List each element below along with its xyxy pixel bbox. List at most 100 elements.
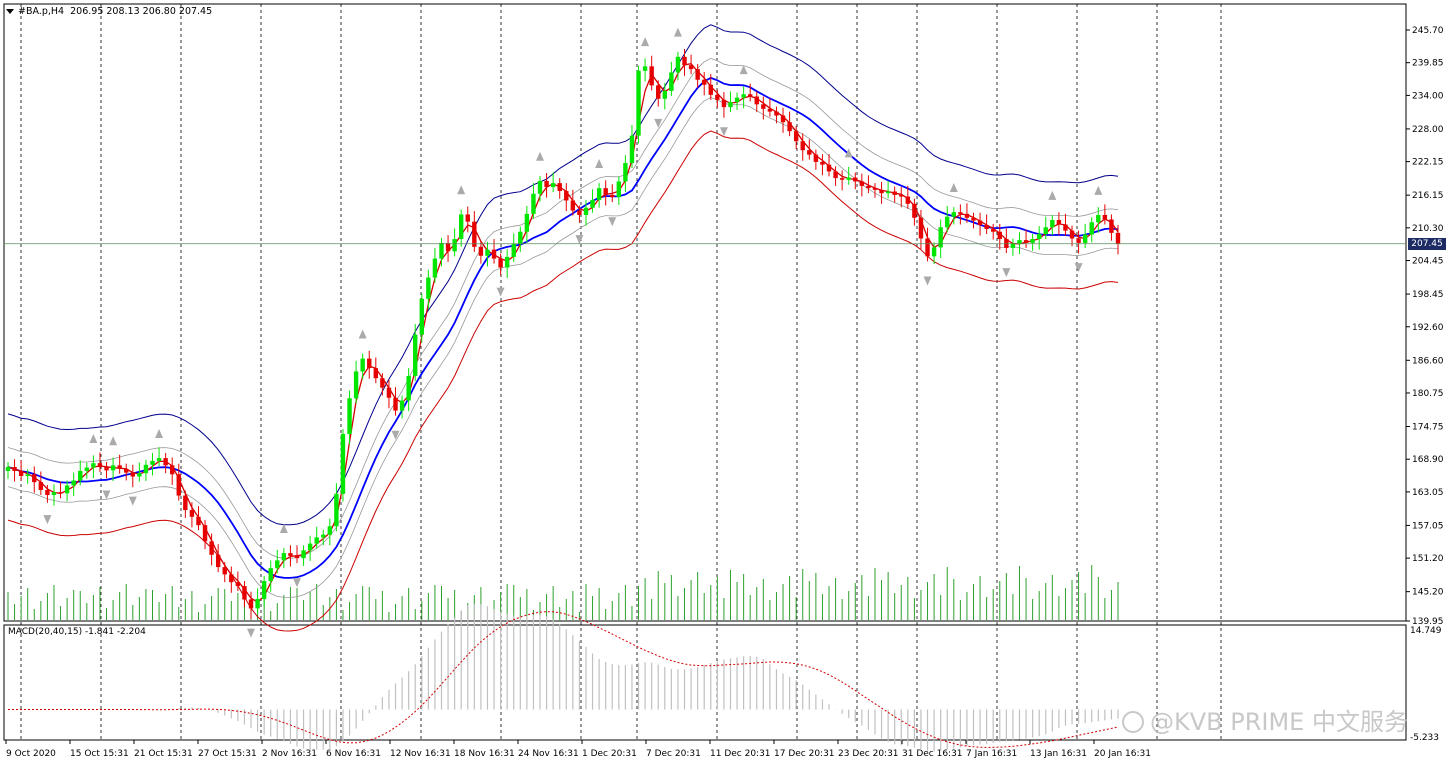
candle[interactable] — [813, 154, 819, 162]
candle[interactable] — [695, 69, 700, 80]
candle[interactable] — [373, 368, 379, 379]
candle[interactable] — [938, 227, 943, 248]
candle[interactable] — [603, 188, 608, 195]
candle[interactable] — [675, 56, 681, 73]
candle[interactable] — [656, 85, 661, 99]
candle[interactable] — [544, 180, 549, 188]
candle[interactable] — [951, 212, 956, 217]
candle[interactable] — [537, 180, 543, 194]
candle[interactable] — [222, 567, 227, 575]
candle[interactable] — [78, 470, 83, 481]
candle[interactable] — [524, 213, 530, 232]
candle[interactable] — [380, 378, 385, 388]
candle[interactable] — [12, 467, 17, 471]
candle[interactable] — [925, 238, 930, 257]
candle[interactable] — [248, 599, 254, 609]
candle[interactable] — [91, 463, 96, 468]
candle[interactable] — [202, 525, 208, 542]
candle[interactable] — [945, 216, 950, 228]
candle[interactable] — [1023, 240, 1029, 243]
candle[interactable] — [491, 249, 497, 259]
candle[interactable] — [5, 467, 11, 471]
candle[interactable] — [472, 221, 477, 247]
candle[interactable] — [406, 375, 411, 401]
candle[interactable] — [275, 560, 280, 569]
candle[interactable] — [399, 400, 405, 411]
candle[interactable] — [458, 214, 464, 240]
candle[interactable] — [623, 163, 628, 182]
candle[interactable] — [669, 72, 674, 91]
candle[interactable] — [761, 104, 766, 109]
candle[interactable] — [642, 66, 648, 71]
candle[interactable] — [780, 115, 786, 123]
candle[interactable] — [1043, 227, 1048, 234]
candle[interactable] — [465, 214, 470, 222]
candle[interactable] — [1056, 220, 1062, 225]
candle[interactable] — [1017, 240, 1022, 244]
menu-arrow-icon[interactable] — [6, 9, 14, 14]
candle[interactable] — [485, 249, 490, 256]
candle[interactable] — [32, 474, 37, 483]
time-axis[interactable]: 9 Oct 2020 15 Oct 15:31 21 Oct 15:31 27 Oct… — [5, 740, 1151, 759]
candle[interactable] — [347, 398, 352, 435]
candle[interactable] — [413, 334, 418, 376]
candle[interactable] — [885, 191, 891, 194]
candle[interactable] — [866, 185, 871, 189]
candle[interactable] — [721, 99, 727, 108]
candle[interactable] — [38, 482, 44, 490]
candle[interactable] — [958, 212, 963, 214]
candle[interactable] — [577, 210, 582, 215]
candle[interactable] — [550, 183, 556, 188]
candle[interactable] — [629, 135, 635, 164]
candle[interactable] — [478, 246, 484, 256]
candle[interactable] — [997, 231, 1002, 240]
candle[interactable] — [839, 178, 845, 180]
candle[interactable] — [702, 79, 707, 85]
candle[interactable] — [439, 242, 444, 259]
candle[interactable] — [984, 225, 989, 229]
candle[interactable] — [130, 472, 135, 477]
candle[interactable] — [1096, 214, 1101, 223]
candle[interactable] — [1063, 224, 1068, 231]
candle[interactable] — [899, 194, 904, 197]
candle[interactable] — [445, 242, 451, 252]
candle[interactable] — [800, 141, 805, 151]
candle[interactable] — [682, 56, 687, 66]
candle[interactable] — [176, 474, 181, 496]
candle[interactable] — [196, 516, 201, 526]
candle[interactable] — [1109, 219, 1114, 233]
candle[interactable] — [327, 526, 333, 535]
candle[interactable] — [189, 510, 195, 517]
candle[interactable] — [426, 277, 431, 299]
candle[interactable] — [747, 94, 753, 97]
candle[interactable] — [905, 196, 911, 204]
candle[interactable] — [991, 228, 996, 232]
candle[interactable] — [504, 256, 510, 268]
candle[interactable] — [649, 66, 654, 86]
candle[interactable] — [1030, 239, 1035, 243]
candle[interactable] — [833, 171, 838, 179]
candle[interactable] — [321, 534, 326, 538]
candle[interactable] — [912, 203, 917, 218]
candle[interactable] — [820, 161, 825, 165]
candle[interactable] — [853, 177, 858, 182]
candle[interactable] — [1115, 232, 1121, 244]
candle[interactable] — [58, 492, 63, 494]
candle[interactable] — [787, 122, 792, 132]
candle[interactable] — [307, 543, 313, 551]
candle[interactable] — [45, 489, 50, 495]
candle[interactable] — [393, 397, 398, 411]
candle[interactable] — [71, 480, 76, 486]
candle[interactable] — [636, 70, 641, 136]
candle[interactable] — [104, 467, 109, 471]
candle[interactable] — [25, 474, 30, 476]
candle[interactable] — [419, 298, 424, 335]
candle[interactable] — [977, 220, 983, 226]
candle[interactable] — [931, 247, 937, 257]
candle[interactable] — [1102, 214, 1108, 220]
candle[interactable] — [294, 555, 300, 559]
candle[interactable] — [754, 96, 759, 105]
candle[interactable] — [511, 244, 516, 257]
candle[interactable] — [255, 598, 260, 609]
